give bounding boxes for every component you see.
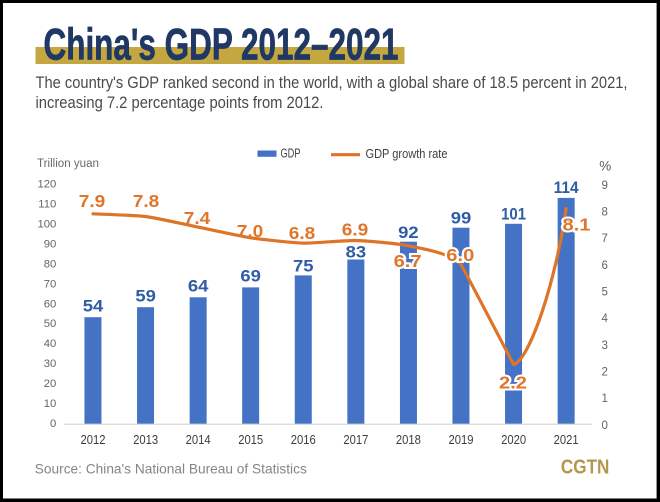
svg-text:0: 0 [602, 420, 608, 432]
svg-text:2021: 2021 [554, 433, 579, 447]
svg-text:20: 20 [44, 378, 57, 390]
svg-text:2013: 2013 [133, 433, 158, 447]
svg-text:8: 8 [602, 206, 608, 218]
svg-text:6.7: 6.7 [394, 251, 422, 271]
svg-text:30: 30 [44, 358, 57, 370]
svg-text:2012: 2012 [81, 433, 106, 447]
svg-text:China's GDP 2012–2021: China's GDP 2012–2021 [44, 21, 399, 70]
svg-text:59: 59 [135, 287, 156, 306]
svg-text:9: 9 [602, 180, 608, 192]
svg-text:40: 40 [44, 338, 57, 350]
svg-text:1: 1 [602, 393, 608, 405]
svg-text:4: 4 [602, 313, 609, 325]
svg-text:75: 75 [293, 257, 314, 276]
svg-text:100: 100 [37, 219, 56, 231]
svg-text:The country's GDP ranked secon: The country's GDP ranked second in the w… [36, 73, 628, 92]
svg-text:2018: 2018 [396, 433, 421, 447]
svg-text:7.8: 7.8 [133, 191, 160, 211]
svg-text:70: 70 [44, 278, 57, 290]
svg-text:114: 114 [554, 178, 579, 197]
svg-text:50: 50 [44, 318, 57, 330]
svg-text:3: 3 [602, 340, 608, 352]
svg-text:7.0: 7.0 [237, 221, 264, 241]
svg-text:%: % [599, 159, 611, 174]
svg-text:2017: 2017 [343, 433, 368, 447]
svg-text:120: 120 [37, 179, 56, 191]
svg-text:92: 92 [398, 223, 419, 242]
svg-text:8.1: 8.1 [563, 215, 591, 235]
svg-text:2014: 2014 [186, 433, 211, 447]
svg-text:60: 60 [44, 298, 57, 310]
svg-text:7.4: 7.4 [184, 208, 211, 228]
svg-text:2: 2 [602, 367, 608, 379]
svg-text:101: 101 [501, 205, 526, 224]
svg-text:64: 64 [188, 277, 209, 296]
svg-text:2015: 2015 [238, 433, 263, 447]
svg-text:GDP: GDP [281, 147, 301, 161]
svg-text:2019: 2019 [449, 433, 474, 447]
svg-text:6.9: 6.9 [342, 220, 369, 240]
svg-text:90: 90 [44, 238, 57, 250]
svg-text:increasing 7.2 percentage poin: increasing 7.2 percentage points from 20… [36, 93, 324, 112]
svg-text:69: 69 [240, 267, 261, 286]
svg-text:GDP growth rate: GDP growth rate [366, 147, 448, 161]
svg-text:80: 80 [44, 258, 57, 270]
svg-text:5: 5 [602, 286, 608, 298]
svg-text:10: 10 [44, 398, 57, 410]
svg-text:7: 7 [602, 233, 608, 245]
svg-text:110: 110 [38, 199, 56, 211]
svg-text:CGTN: CGTN [561, 457, 610, 479]
svg-text:0: 0 [50, 418, 56, 430]
svg-text:54: 54 [83, 297, 104, 316]
svg-text:6: 6 [602, 260, 608, 272]
svg-text:Trillion yuan: Trillion yuan [37, 158, 99, 170]
svg-text:Source: China's National Burea: Source: China's National Bureau of Stati… [35, 461, 307, 477]
svg-text:6.0: 6.0 [446, 245, 474, 265]
svg-text:2.2: 2.2 [499, 373, 527, 393]
svg-text:83: 83 [346, 242, 367, 261]
svg-text:7.9: 7.9 [79, 191, 106, 211]
svg-text:6.8: 6.8 [289, 223, 316, 243]
svg-text:2016: 2016 [291, 433, 316, 447]
svg-text:2020: 2020 [501, 433, 526, 447]
svg-text:99: 99 [451, 208, 472, 227]
